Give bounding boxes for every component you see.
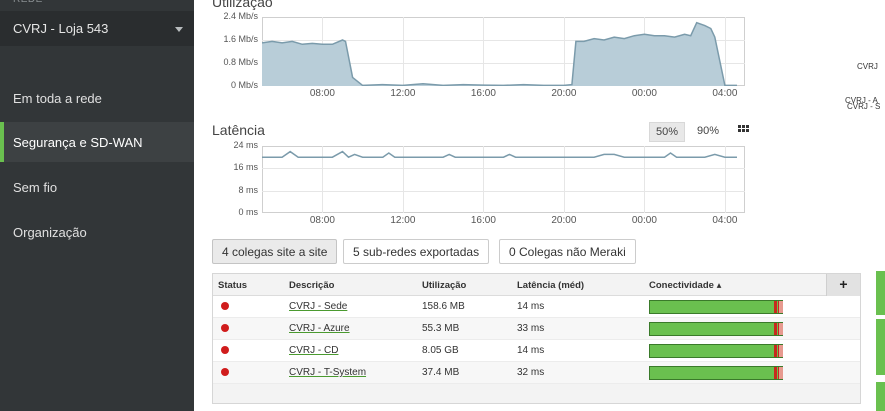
x-tick-label: 20:00 — [551, 215, 577, 226]
percentile-50-button[interactable]: 50% — [649, 122, 686, 142]
x-tick-label: 04:00 — [712, 88, 738, 99]
clipped-label-a: CVRJ — [857, 62, 878, 71]
chevron-down-icon — [175, 27, 183, 32]
series-line — [262, 150, 737, 159]
utilization-title: Utilização — [212, 0, 273, 10]
status-offline-icon — [221, 368, 229, 376]
x-tick-label: 04:00 — [712, 215, 738, 226]
x-tick-label: 08:00 — [309, 215, 335, 226]
peer-latency: 14 ms — [517, 301, 545, 312]
peer-link[interactable]: CVRJ - Azure — [289, 323, 350, 334]
peer-utilization: 8.05 GB — [422, 345, 459, 356]
peer-utilization: 55.3 MB — [422, 323, 460, 334]
col-utilization[interactable]: Utilização — [422, 280, 467, 291]
peer-link[interactable]: CVRJ - CD — [289, 345, 339, 356]
col-status[interactable]: Status — [218, 280, 248, 291]
status-offline-icon — [221, 324, 229, 332]
network-selector[interactable]: CVRJ - Loja 543 — [0, 11, 194, 46]
col-connectivity[interactable]: Conectividade ▴ — [649, 280, 722, 291]
x-tick-label: 16:00 — [470, 88, 496, 99]
peers-table: Status Descrição Utilização Latência (mé… — [212, 273, 861, 404]
x-tick-label: 16:00 — [470, 215, 496, 226]
status-offline-icon — [221, 346, 229, 354]
tab-site-to-site-peers[interactable]: 4 colegas site a site — [212, 239, 338, 264]
nav-item-network-wide[interactable]: Em toda a rede — [13, 91, 102, 106]
peer-utilization: 158.6 MB — [422, 301, 465, 312]
sidebar: REDE CVRJ - Loja 543 Em toda a rede Segu… — [0, 0, 194, 411]
x-tick-label: 12:00 — [390, 88, 416, 99]
tab-non-meraki-peers[interactable]: 0 Colegas não Meraki — [499, 239, 636, 264]
connectivity-bar — [649, 300, 783, 314]
peer-link[interactable]: CVRJ - Sede — [289, 301, 348, 312]
table-row: CVRJ - Azure 55.3 MB 33 ms — [213, 318, 860, 340]
percentile-90-button[interactable]: 90% — [697, 125, 720, 137]
nav-item-wireless[interactable]: Sem fio — [13, 180, 58, 195]
col-description[interactable]: Descrição — [289, 280, 335, 291]
x-tick-label: 08:00 — [309, 88, 335, 99]
x-tick-label: 20:00 — [551, 88, 577, 99]
connectivity-bar — [649, 366, 783, 380]
peer-link[interactable]: CVRJ - T-System — [289, 367, 367, 378]
network-label: REDE — [13, 0, 43, 5]
series-line — [262, 21, 737, 86]
y-tick-label: 0 ms — [238, 207, 258, 217]
network-selected: CVRJ - Loja 543 — [13, 21, 109, 36]
y-tick-label: 16 ms — [233, 162, 258, 173]
peer-latency: 32 ms — [517, 367, 545, 378]
connectivity-bar — [649, 322, 783, 336]
x-tick-label: 00:00 — [631, 88, 657, 99]
latency-chart — [262, 146, 745, 213]
table-row: CVRJ - CD 8.05 GB 14 ms — [213, 340, 860, 362]
y-tick-label: 0 Mb/s — [230, 80, 258, 90]
col-latency[interactable]: Latência (méd) — [517, 280, 585, 291]
status-offline-icon — [221, 302, 229, 310]
peer-latency: 14 ms — [517, 345, 545, 356]
y-tick-label: 1.6 Mb/s — [223, 34, 258, 44]
x-tick-label: 12:00 — [390, 215, 416, 226]
y-tick-label: 0.8 Mb/s — [223, 57, 258, 67]
connectivity-bar — [649, 344, 783, 358]
utilization-chart — [262, 17, 745, 86]
y-tick-label: 8 ms — [238, 184, 258, 195]
side-status-strip — [876, 271, 885, 315]
side-status-strip — [876, 382, 885, 411]
peer-latency: 33 ms — [517, 323, 545, 334]
latency-title: Latência — [212, 122, 265, 138]
nav-item-security-sdwan[interactable]: Segurança e SD-WAN — [0, 122, 194, 162]
clipped-label-b: CVRJ - A — [845, 96, 878, 105]
grid-icon[interactable] — [738, 125, 750, 135]
y-tick-label: 24 ms — [233, 140, 258, 150]
table-row: CVRJ - T-System 37.4 MB 32 ms — [213, 362, 860, 384]
nav-item-organization[interactable]: Organização — [13, 225, 87, 240]
table-header: Status Descrição Utilização Latência (mé… — [213, 274, 860, 296]
main-content: Utilização Latência 50% 90% 4 colegas si… — [194, 0, 885, 411]
add-column-button[interactable]: + — [826, 274, 860, 296]
y-tick-label: 2.4 Mb/s — [223, 11, 258, 21]
side-status-strip — [876, 319, 885, 375]
clipped-label-c: CVRJ - S — [847, 102, 881, 111]
x-tick-label: 00:00 — [631, 215, 657, 226]
table-row: CVRJ - Sede 158.6 MB 14 ms — [213, 296, 860, 318]
tab-exported-subnets[interactable]: 5 sub-redes exportadas — [343, 239, 490, 264]
series-area — [262, 22, 737, 86]
peer-utilization: 37.4 MB — [422, 367, 460, 378]
